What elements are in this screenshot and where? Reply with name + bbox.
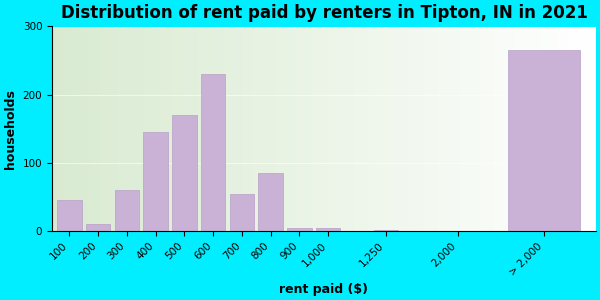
Bar bbox=[316, 228, 340, 231]
Bar bbox=[374, 230, 398, 231]
Bar bbox=[115, 190, 139, 231]
Bar bbox=[230, 194, 254, 231]
Title: Distribution of rent paid by renters in Tipton, IN in 2021: Distribution of rent paid by renters in … bbox=[61, 4, 587, 22]
Bar bbox=[86, 224, 110, 231]
Bar bbox=[287, 228, 312, 231]
Bar bbox=[508, 50, 580, 231]
Bar bbox=[57, 200, 82, 231]
Bar bbox=[172, 115, 197, 231]
X-axis label: rent paid ($): rent paid ($) bbox=[280, 283, 368, 296]
Y-axis label: households: households bbox=[4, 89, 17, 169]
Bar bbox=[259, 173, 283, 231]
Bar bbox=[143, 132, 168, 231]
Bar bbox=[201, 74, 226, 231]
